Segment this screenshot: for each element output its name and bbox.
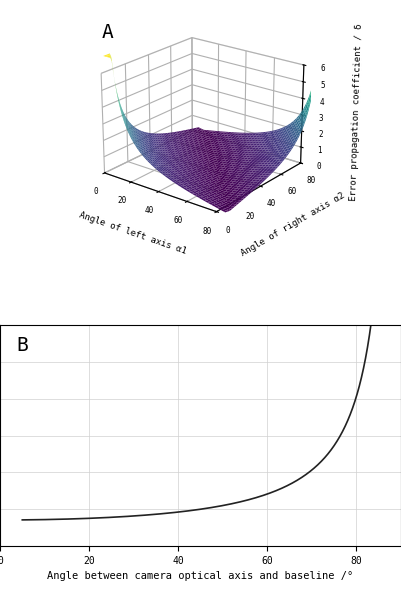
Y-axis label: Angle of right axis α2: Angle of right axis α2 xyxy=(239,191,346,258)
Text: B: B xyxy=(16,337,28,355)
X-axis label: Angle between camera optical axis and baseline /°: Angle between camera optical axis and ba… xyxy=(47,571,354,581)
X-axis label: Angle of left axis α1: Angle of left axis α1 xyxy=(78,211,187,256)
Text: A: A xyxy=(101,23,113,42)
